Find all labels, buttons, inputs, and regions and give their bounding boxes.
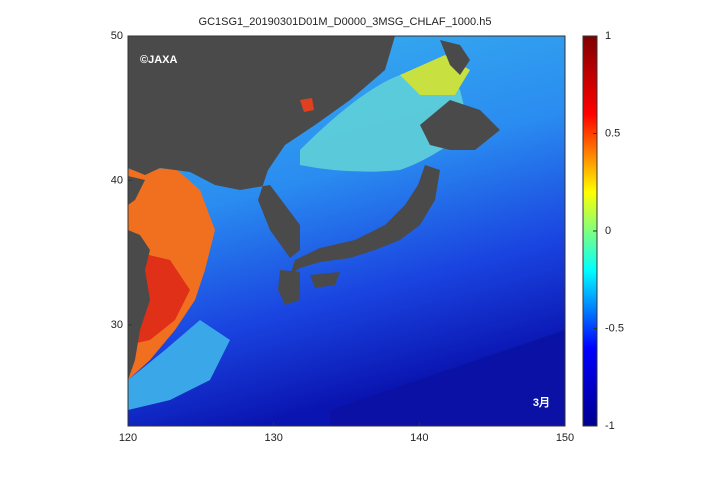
plot-frame	[127, 35, 566, 427]
colorbar-tick-label: 1	[605, 30, 611, 42]
x-tick-label: 150	[556, 432, 574, 444]
x-tick-label: 120	[119, 432, 137, 444]
y-tick-label: 40	[111, 174, 123, 186]
watermark: ©JAXA	[140, 54, 178, 66]
y-tick-label: 30	[111, 319, 123, 331]
colorbar-tick-label: -0.5	[605, 322, 624, 334]
y-tick-label: 50	[111, 30, 123, 42]
colorbar-tick-label: 0.5	[605, 127, 620, 139]
x-tick-label: 130	[264, 432, 282, 444]
map-title: GC1SG1_20190301D01M_D0000_3MSG_CHLAF_100…	[199, 16, 492, 28]
x-tick-label: 140	[410, 432, 428, 444]
colorbar-tick-label: -1	[605, 420, 615, 432]
month-label: 3月	[533, 396, 550, 409]
map-image	[128, 36, 565, 426]
colorbar-tick-label: 0	[605, 225, 611, 237]
